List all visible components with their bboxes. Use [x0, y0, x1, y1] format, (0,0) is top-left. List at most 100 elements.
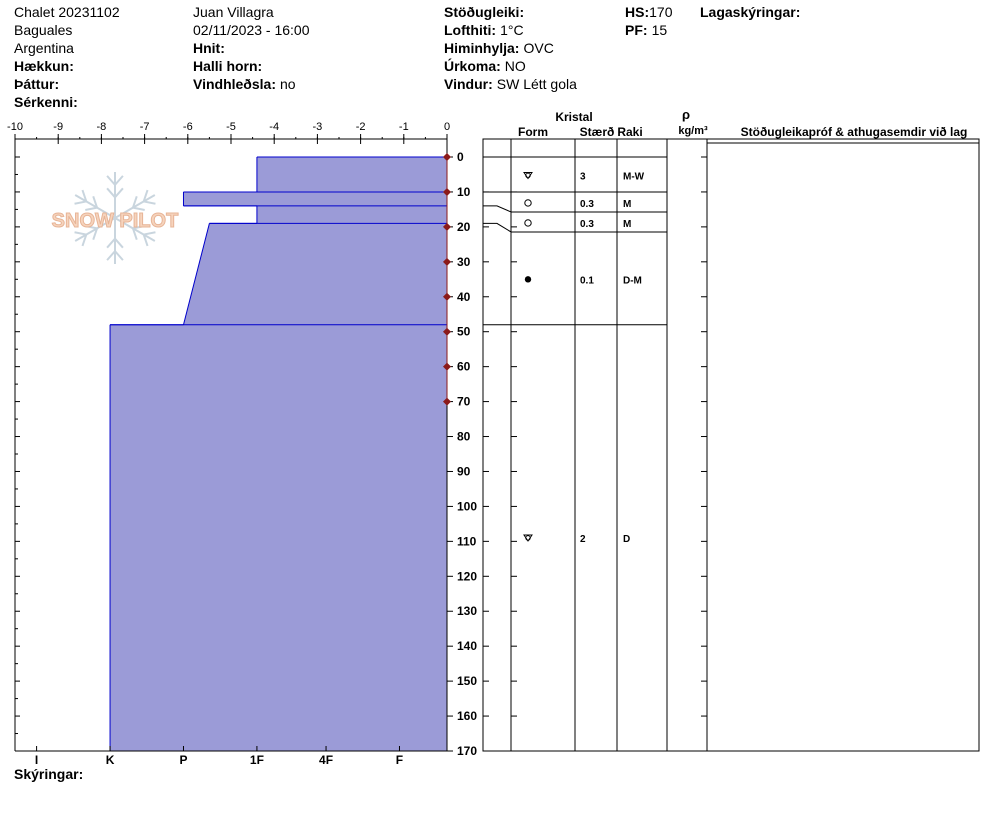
hardness-tick-label: I [35, 753, 38, 767]
snowflake-arm [74, 217, 116, 242]
temperature-point [443, 327, 451, 336]
depth-tick-label: 110 [457, 534, 477, 548]
snowflake-icon [74, 172, 156, 264]
snowflake-branch [143, 200, 156, 205]
temperature-point [443, 222, 451, 231]
snowflake-branch [114, 238, 124, 249]
temperature-tick-label: -4 [269, 121, 279, 133]
wind-loading-value: no [279, 76, 296, 92]
layer-grain-size: 0.3 [580, 219, 594, 230]
faceted-grain-icon-inner [525, 172, 531, 179]
snowflake-branch [132, 206, 145, 211]
depth-tick-label: 40 [457, 290, 471, 304]
features-label: Sérkenni: [14, 94, 78, 110]
snowflake-branch [85, 206, 98, 211]
temperature-profile [443, 153, 451, 406]
layer-connector [483, 205, 512, 213]
sky-cover-label: Himinhylja: [444, 40, 520, 56]
snowflake-arm [74, 194, 116, 219]
wind-value: SW Létt gola [496, 76, 577, 92]
elevation-label: Hækkun: [14, 58, 74, 74]
size-header: Stærð [580, 125, 615, 139]
site-region: Baguales [14, 22, 73, 38]
wind-label: Vindur: [444, 76, 493, 92]
hs-value: 170 [649, 4, 673, 20]
table-frame [482, 138, 980, 752]
depth-tick-label: 70 [457, 395, 471, 409]
snowflake-branch [142, 189, 149, 202]
watermark-text: SNOW PILOT [52, 210, 179, 232]
depth-tick-label: 160 [457, 709, 477, 723]
layer-grain-size: 0.3 [580, 199, 594, 210]
sky-cover-value: OVC [523, 40, 554, 56]
snowflake-branch [114, 250, 124, 261]
observation-datetime: 02/11/2023 - 16:00 [193, 22, 310, 38]
snowflake-branch [85, 225, 98, 230]
depth-tick-label: 0 [457, 150, 464, 164]
depth-tick-label: 60 [457, 360, 471, 374]
temperature-tick-label: -5 [226, 121, 236, 133]
snowflake-arm [114, 194, 156, 219]
snowflake-branch [74, 200, 87, 205]
round-grain-icon [524, 199, 532, 207]
temperature-tick-label: 0 [444, 121, 450, 133]
temperature-point [443, 153, 451, 161]
hardness-layer [256, 157, 447, 192]
snowflake-branch [114, 175, 124, 186]
air-temp-value: 1°C [500, 22, 524, 38]
temperature-point [443, 397, 451, 406]
temperature-tick-label: -2 [356, 121, 366, 133]
layer-wetness: D [623, 534, 630, 545]
pf-value: 15 [651, 22, 668, 38]
temperature-tick-label: -7 [140, 121, 150, 133]
temperature-point [443, 257, 451, 266]
layer-connector [483, 222, 512, 233]
hardness-layer [110, 324, 447, 751]
snowflake-branch [106, 250, 116, 261]
snowflake-branch [81, 189, 88, 202]
hardness-layer [183, 223, 448, 325]
temperature-axis: -10 -9 -8 -7 -6 -5 -4 -3 -2 -1 0 [7, 121, 450, 140]
layer-edge [182, 223, 210, 325]
snowflake-branch [131, 228, 138, 241]
snowflake-branch [81, 234, 88, 247]
hardness-layer [183, 191, 448, 206]
precipitation-label: Úrkoma: [444, 58, 501, 74]
temperature-point [443, 362, 451, 371]
hardness-tick-label: F [396, 753, 403, 767]
observer-info: Juan Villagra 02/11/2023 - 16:00 Hnit: H… [193, 3, 310, 93]
snowpilot-watermark: SNOW PILOT [51, 172, 179, 264]
weather-info: Stöðugleiki: Lofthiti: 1°C Himinhylja: OVC… [444, 3, 577, 93]
site-country: Argentina [14, 40, 74, 56]
wind-loading-label: Vindhleðsla: [193, 76, 276, 92]
hardness-tick-label: K [106, 753, 115, 767]
layer-grain-size: 2 [580, 534, 586, 545]
pf-label: PF: [625, 22, 648, 38]
snowflake-branch [114, 187, 124, 198]
temperature-tick-label: -10 [7, 121, 23, 133]
hardness-tick-label: P [179, 753, 187, 767]
temperature-point [443, 187, 451, 196]
aspect-label: Þáttur: [14, 76, 60, 92]
snowflake-branch [131, 195, 138, 208]
depth-tick-label: 80 [457, 430, 471, 444]
precipitation-value: NO [504, 58, 526, 74]
depth-tick-label: 20 [457, 220, 471, 234]
snowflake-branch [106, 175, 116, 186]
temperature-tick-label: -8 [97, 121, 107, 133]
temperature-tick-label: -9 [53, 121, 63, 133]
round-grain-icon [524, 219, 532, 227]
layer-wetness: M-W [623, 171, 645, 182]
depth-tick-label: 150 [457, 674, 477, 688]
layer-wetness: M [623, 219, 631, 230]
hs-label: HS: [625, 4, 650, 20]
depth-tick-label: 120 [457, 569, 477, 583]
depth-tick-label: 90 [457, 464, 471, 478]
form-header: Form [518, 125, 548, 139]
melt-freeze-grain-icon [524, 276, 532, 283]
faceted-grain-icon-inner [525, 535, 531, 541]
snowflake-branch [143, 231, 156, 236]
snowflake-branch [74, 231, 87, 236]
air-temp-label: Lofthiti: [444, 22, 497, 38]
